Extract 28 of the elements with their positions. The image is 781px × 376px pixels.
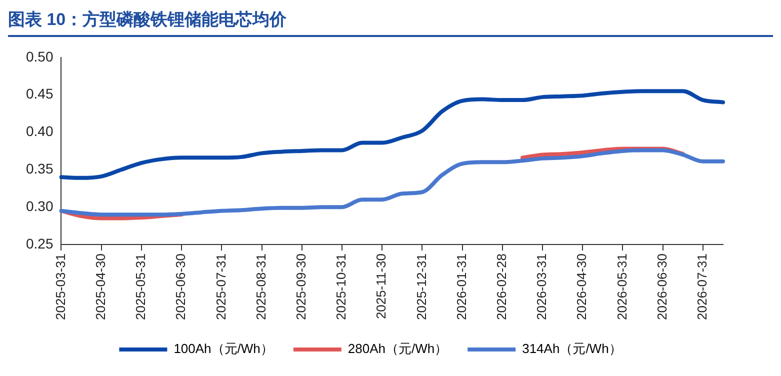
- x-tick-label: 2026-06-30: [654, 254, 670, 320]
- x-tick-label: 2026-02-28: [494, 254, 509, 320]
- x-tick-label: 2025-09-30: [293, 254, 308, 320]
- y-tick-label: 0.25: [26, 235, 54, 252]
- x-tick-label: 2026-07-31: [694, 254, 710, 320]
- x-tick-label: 2025-07-31: [213, 254, 228, 320]
- y-tick-label: 0.35: [26, 160, 54, 177]
- legend-label: 280Ah（元/Wh）: [348, 341, 448, 356]
- x-tick-label: 2026-01-31: [454, 254, 469, 320]
- y-tick-label: 0.30: [26, 198, 54, 214]
- legend-label: 314Ah（元/Wh）: [522, 341, 622, 356]
- x-tick-label: 2025-06-30: [173, 254, 188, 320]
- x-tick-label: 2026-05-31: [614, 254, 630, 320]
- x-tick-label: 2025-12-31: [414, 254, 429, 320]
- legend-label: 100Ah（元/Wh）: [174, 341, 274, 356]
- y-tick-label: 0.40: [26, 123, 54, 140]
- x-tick-label: 2025-05-31: [133, 254, 148, 320]
- x-tick-label: 2025-11-30: [374, 254, 389, 320]
- y-tick-label: 0.50: [26, 48, 54, 64]
- chart-title: 图表 10：方型磷酸铁锂储能电芯均价: [8, 8, 773, 37]
- x-tick-label: 2025-10-31: [334, 254, 349, 320]
- line-series: [59, 89, 725, 180]
- x-tick-label: 2026-03-31: [534, 254, 550, 320]
- x-tick-label: 2026-04-30: [574, 254, 590, 320]
- x-tick-label: 2025-03-31: [52, 254, 68, 320]
- x-tick-label: 2025-08-31: [253, 254, 268, 320]
- y-tick-label: 0.45: [26, 86, 54, 102]
- x-tick-label: 2025-04-30: [92, 254, 108, 320]
